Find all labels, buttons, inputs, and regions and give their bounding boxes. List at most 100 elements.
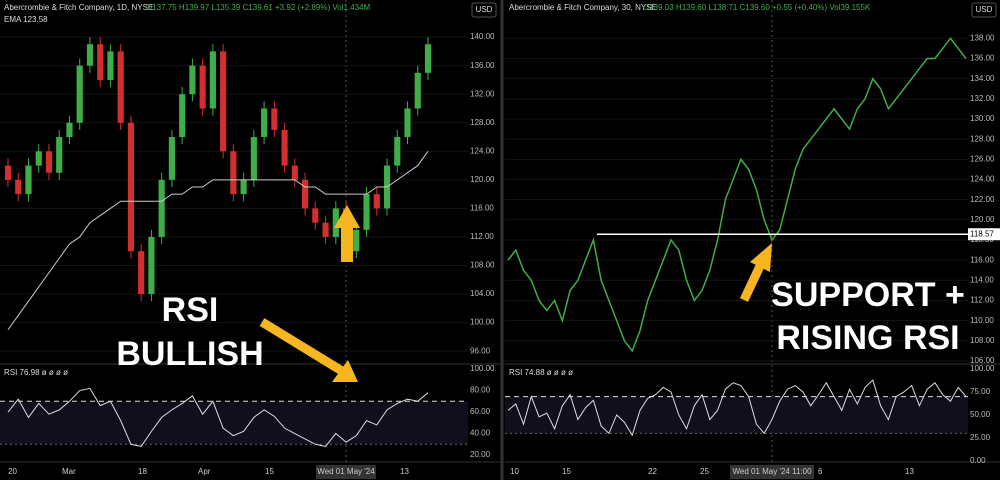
- ohlc: O139.03 H139.60 L138.71 C139.60 +0.55 (+…: [643, 3, 871, 12]
- y-tick-label: 128.00: [470, 118, 495, 127]
- annotation: BULLISH: [116, 335, 263, 373]
- candle-body: [45, 151, 53, 173]
- y-tick-label: 106.00: [970, 356, 995, 365]
- arrow-head: [750, 243, 772, 272]
- candle-body: [117, 51, 124, 123]
- y-tick-label: 116.00: [970, 255, 994, 264]
- y-tick-label: 114.00: [970, 275, 994, 284]
- chart-name: Abercrombie & Fitch Company, 1D, NYSE: [4, 3, 153, 12]
- y-tick-label: 138.00: [970, 33, 995, 42]
- x-tick-label: 6: [818, 467, 823, 476]
- arrow-shaft: [259, 318, 345, 375]
- currency: USD: [976, 5, 993, 14]
- rsi-tick-label: 50.00: [970, 410, 991, 419]
- currency-button: [471, 2, 497, 18]
- rsi-tick-label: 20.00: [470, 450, 491, 459]
- candle-body: [373, 194, 380, 209]
- x-tick-label: 18: [138, 467, 147, 476]
- candle-body: [158, 179, 165, 237]
- candle-body: [424, 44, 432, 73]
- candle-body: [414, 72, 421, 109]
- y-tick-label: 122.00: [970, 195, 995, 204]
- x-tick-label: Wed 01 May '24: [317, 467, 375, 476]
- arrow-head: [332, 360, 358, 382]
- candle-body: [15, 179, 22, 195]
- y-tick-label: 132.00: [470, 89, 495, 98]
- y-tick-label: 112.00: [470, 232, 494, 241]
- y-tick-label: 136.00: [470, 61, 495, 70]
- arrow-up: [334, 205, 360, 262]
- candle-body: [394, 137, 401, 166]
- y-tick-label: 128.00: [970, 134, 995, 143]
- candle-body: [76, 65, 83, 123]
- ohlc: O137.75 H139.97 L135.39 C139.61 +3.92 (+…: [146, 3, 371, 12]
- rsi-line: [507, 379, 967, 437]
- rsi-tick-label: 75.00: [970, 387, 991, 396]
- x-tick-label: 13: [905, 467, 914, 476]
- rsi-tick-label: 25.00: [970, 433, 991, 442]
- candle-body: [353, 229, 360, 252]
- candle-body: [302, 179, 309, 209]
- annotation: RISING RSI: [776, 319, 959, 357]
- x-tick-label: 13: [400, 467, 409, 476]
- x-tick-label: 20: [8, 467, 17, 476]
- rsi-band: [505, 396, 968, 434]
- candle-body: [107, 51, 114, 80]
- candle-body: [322, 222, 329, 237]
- candle-body: [86, 44, 94, 66]
- support-label: 118.57: [970, 229, 994, 238]
- candle-body: [199, 65, 206, 109]
- y-tick-label: 120.00: [470, 175, 495, 184]
- candle-body: [168, 137, 175, 180]
- y-tick-label: 104.00: [470, 289, 495, 298]
- rsi-band: [0, 401, 468, 445]
- x-tick-label: Mar: [62, 467, 76, 476]
- candle-body: [97, 44, 104, 80]
- candle-body: [138, 251, 145, 295]
- crosshair-date-box: [316, 465, 376, 479]
- candle-body: [56, 137, 63, 173]
- candle-body: [363, 194, 370, 230]
- x-tick-label: 25: [700, 467, 709, 476]
- x-tick-label: 22: [648, 467, 657, 476]
- rsi-tick-label: 100.00: [970, 364, 995, 373]
- x-tick-label: Apr: [198, 467, 211, 476]
- arrow-shaft: [739, 264, 765, 302]
- y-tick-label: 96.00: [470, 346, 491, 355]
- candle-body: [189, 65, 196, 95]
- rsi-label: RSI 76.98 ø ø ø ø: [4, 368, 68, 377]
- candle-body: [179, 94, 186, 138]
- candle-body: [281, 129, 288, 166]
- candle-body: [148, 236, 155, 295]
- y-tick-label: 108.00: [470, 261, 495, 270]
- y-tick-label: 124.00: [470, 146, 495, 155]
- candle-body: [230, 151, 237, 195]
- annotation: RSI: [162, 291, 219, 329]
- y-tick-label: 124.00: [970, 175, 995, 184]
- candle-body: [240, 179, 247, 195]
- y-tick-label: 112.00: [970, 296, 994, 305]
- y-tick-label: 140.00: [470, 32, 495, 41]
- rsi-tick-label: 0.00: [970, 456, 986, 465]
- y-tick-label: 132.00: [970, 94, 995, 103]
- crosshair-date-box: [730, 465, 814, 479]
- price-line: [507, 37, 967, 353]
- candle-body: [312, 208, 319, 223]
- candle-body: [250, 137, 257, 180]
- rsi-tick-label: 100.00: [470, 364, 495, 373]
- rsi-tick-label: 60.00: [470, 407, 491, 416]
- candle-body: [127, 122, 134, 252]
- currency: USD: [476, 5, 493, 14]
- candle-body: [271, 108, 278, 130]
- candle-body: [209, 51, 216, 109]
- annotation: SUPPORT +: [771, 276, 965, 314]
- rsi-label: RSI 74.88 ø ø ø ø: [509, 368, 573, 377]
- y-tick-label: 110.00: [970, 316, 994, 325]
- price-axis: [468, 0, 500, 480]
- arrows: [259, 205, 772, 382]
- y-tick-label: 100.00: [470, 318, 495, 327]
- ema-line: [7, 151, 429, 331]
- y-tick-label: 116.00: [470, 204, 494, 213]
